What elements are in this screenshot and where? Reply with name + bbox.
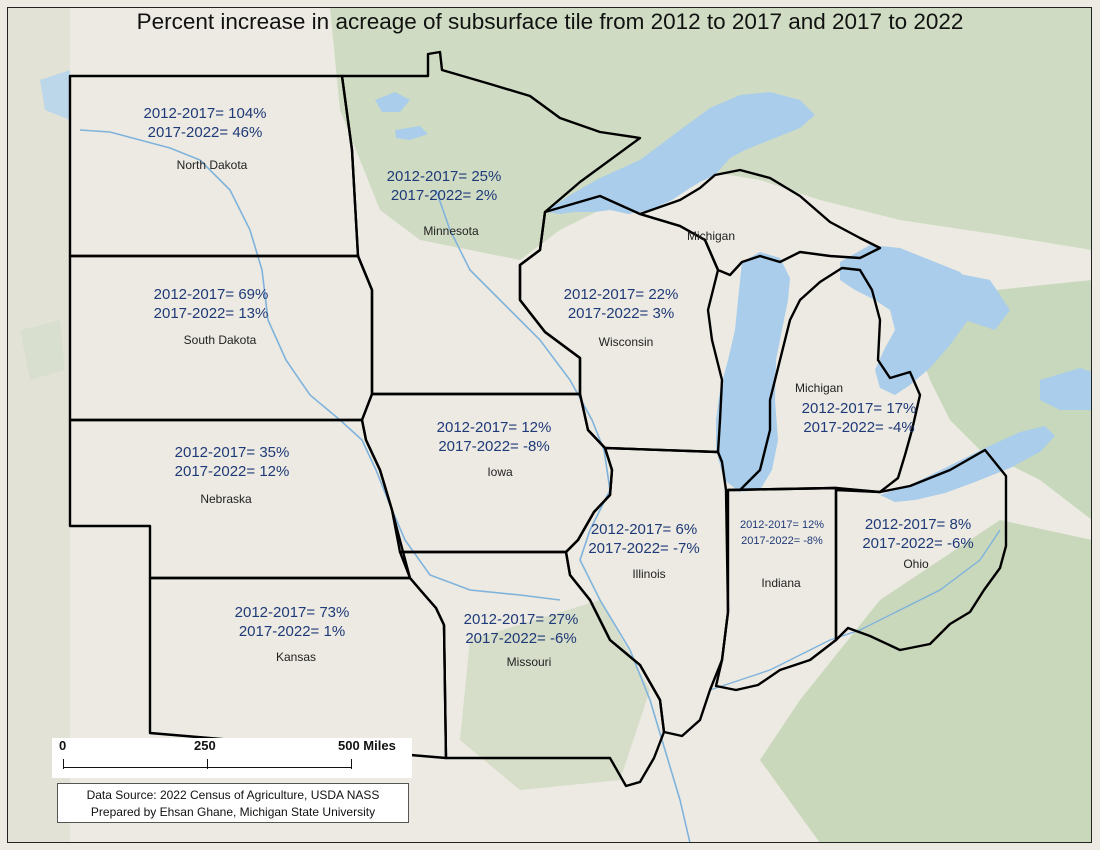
data-source-box: Data Source: 2022 Census of Agriculture,… xyxy=(57,783,409,823)
stat-2017-2022: 2017-2022= 13% xyxy=(153,305,269,322)
red-lake xyxy=(395,126,428,140)
data-source-line: Data Source: 2022 Census of Agriculture,… xyxy=(86,788,380,802)
forest-area-appalachia xyxy=(760,520,1092,843)
state-stats-illinois: 2012-2017= 6% 2017-2022= -7% xyxy=(588,520,699,558)
stat-2017-2022: 2017-2022= 1% xyxy=(238,623,346,640)
forest-area-ozarks xyxy=(460,600,650,790)
state-name-michigan-upper: Michigan xyxy=(686,229,736,243)
border-illinois xyxy=(564,446,730,738)
stat-2017-2022: 2017-2022= 3% xyxy=(567,305,675,322)
grassland-patch xyxy=(20,320,65,380)
stat-2012-2017: 2012-2017= 104% xyxy=(143,105,267,122)
stat-2017-2022: 2017-2022= 2% xyxy=(390,187,498,204)
stat-2017-2022: 2017-2022= -4% xyxy=(803,419,915,436)
state-stats-south-dakota: 2012-2017= 69% 2017-2022= 13% xyxy=(154,285,269,323)
stat-2012-2017: 2012-2017= 27% xyxy=(463,611,579,628)
scale-bar: 0 250 500 Miles xyxy=(52,738,412,778)
stat-2012-2017: 2012-2017= 25% xyxy=(386,168,502,185)
state-name-wisconsin: Wisconsin xyxy=(598,335,654,349)
border-michigan-lower xyxy=(726,266,922,494)
state-name-michigan: Michigan xyxy=(794,381,844,395)
border-ohio xyxy=(834,448,1008,652)
stat-2012-2017: 2012-2017= 73% xyxy=(234,604,350,621)
scale-tick xyxy=(351,759,352,769)
stat-2017-2022: 2017-2022= -8% xyxy=(438,438,550,455)
state-stats-nebraska: 2012-2017= 35% 2017-2022= 12% xyxy=(175,443,290,481)
state-stats-ohio: 2012-2017= 8% 2017-2022= -6% xyxy=(862,515,973,553)
state-name-illinois: Illinois xyxy=(632,567,666,581)
state-name-indiana: Indiana xyxy=(761,576,801,590)
state-name-minnesota: Minnesota xyxy=(423,224,479,238)
scale-tick xyxy=(207,759,208,769)
state-stats-wisconsin: 2012-2017= 22% 2017-2022= 3% xyxy=(564,285,679,323)
state-boundaries xyxy=(68,50,1008,788)
state-stats-minnesota: 2012-2017= 25% 2017-2022= 2% xyxy=(387,167,502,205)
stat-2017-2022: 2017-2022= -8% xyxy=(741,535,823,547)
stat-2012-2017: 2012-2017= 35% xyxy=(174,444,290,461)
lake-superior xyxy=(545,92,815,214)
lake-michigan xyxy=(716,252,790,492)
scale-label-250: 250 xyxy=(194,738,216,753)
state-name-kansas: Kansas xyxy=(275,650,317,664)
scale-label-0: 0 xyxy=(59,738,67,753)
stat-2017-2022: 2017-2022= -6% xyxy=(465,630,577,647)
stat-2012-2017: 2012-2017= 12% xyxy=(739,519,825,531)
stat-2017-2022: 2017-2022= 46% xyxy=(147,124,263,141)
stat-2017-2022: 2017-2022= -6% xyxy=(862,535,974,552)
map-title: Percent increase in acreage of subsurfac… xyxy=(136,9,964,34)
scale-tick xyxy=(63,759,64,769)
state-name-iowa: Iowa xyxy=(487,465,513,479)
state-stats-iowa: 2012-2017= 12% 2017-2022= -8% xyxy=(437,418,552,456)
missouri-river xyxy=(79,129,561,601)
stat-2012-2017: 2012-2017= 17% xyxy=(801,400,917,417)
stat-2017-2022: 2017-2022= 12% xyxy=(174,463,290,480)
forest-area-west xyxy=(7,8,70,843)
state-name-south-dakota: South Dakota xyxy=(183,333,257,347)
state-stats-indiana: 2012-2017= 12% 2017-2022= -8% xyxy=(740,517,824,549)
prepared-by-line: Prepared by Ehsan Ghane, Michigan State … xyxy=(90,805,376,819)
stat-2012-2017: 2012-2017= 8% xyxy=(864,516,972,533)
state-stats-north-dakota: 2012-2017= 104% 2017-2022= 46% xyxy=(143,104,266,142)
stat-2012-2017: 2012-2017= 12% xyxy=(436,419,552,436)
ohio-river xyxy=(709,529,1001,691)
lake-ontario xyxy=(1040,368,1092,410)
lake-of-the-woods xyxy=(375,92,410,112)
stat-2017-2022: 2017-2022= -7% xyxy=(588,540,700,557)
scale-label-500: 500 Miles xyxy=(338,738,396,753)
stat-2012-2017: 2012-2017= 6% xyxy=(590,521,698,538)
state-name-nebraska: Nebraska xyxy=(200,492,252,506)
stat-2012-2017: 2012-2017= 22% xyxy=(563,286,679,303)
state-name-north-dakota: North Dakota xyxy=(176,158,248,172)
state-stats-missouri: 2012-2017= 27% 2017-2022= -6% xyxy=(464,610,579,648)
state-stats-kansas: 2012-2017= 73% 2017-2022= 1% xyxy=(235,603,350,641)
state-name-ohio: Ohio xyxy=(903,557,929,571)
georgian-bay xyxy=(930,268,1010,330)
lake-erie xyxy=(880,426,1055,502)
lake-winnipegosis xyxy=(40,70,70,120)
state-stats-michigan: 2012-2017= 17% 2017-2022= -4% xyxy=(802,399,917,437)
border-michigan-upper xyxy=(638,168,882,277)
stat-2012-2017: 2012-2017= 69% xyxy=(153,286,269,303)
state-name-missouri: Missouri xyxy=(506,655,552,669)
